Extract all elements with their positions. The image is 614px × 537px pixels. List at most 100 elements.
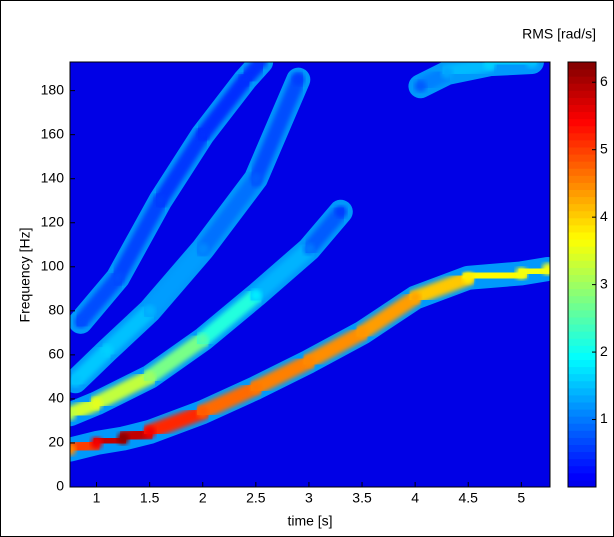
colorbar-cell bbox=[568, 125, 596, 134]
colorbar-cell bbox=[568, 168, 596, 176]
y-axis-label: Frequency [Hz] bbox=[17, 228, 33, 323]
colorbar-tick-label: 2 bbox=[600, 343, 608, 359]
y-tick-label: 80 bbox=[48, 302, 64, 318]
y-tick-label: 0 bbox=[56, 478, 64, 494]
colorbar-cell bbox=[568, 232, 596, 240]
y-tick-label: 120 bbox=[41, 213, 65, 229]
colorbar-cell bbox=[568, 90, 596, 98]
ridge-point bbox=[515, 267, 528, 280]
ridge-segment bbox=[195, 380, 264, 420]
colorbar-cell bbox=[568, 118, 596, 127]
colorbar-tick-label: 4 bbox=[600, 208, 608, 224]
colorbar-tick-label: 6 bbox=[600, 73, 608, 89]
ridge-point bbox=[90, 436, 103, 449]
colorbar-cell bbox=[568, 76, 596, 84]
ridge-segment bbox=[195, 171, 264, 257]
ridge-point bbox=[356, 326, 369, 339]
ridge-point bbox=[111, 271, 124, 284]
contour-layer bbox=[70, 62, 550, 462]
ridge-point bbox=[249, 289, 262, 302]
colorbar-cell bbox=[568, 345, 596, 353]
colorbar-cell bbox=[568, 472, 596, 481]
ridge-point bbox=[117, 432, 130, 445]
ridge-point bbox=[143, 370, 156, 383]
colorbar-border bbox=[567, 61, 597, 488]
ridge-point bbox=[90, 397, 103, 410]
ridge-point bbox=[196, 333, 209, 346]
y-tick-label: 140 bbox=[41, 169, 65, 185]
colorbar-cell bbox=[568, 253, 596, 261]
x-tick-label: 3.5 bbox=[352, 490, 372, 506]
plot-border bbox=[69, 61, 551, 488]
colorbar-cell bbox=[568, 458, 596, 467]
y-tick-label: 100 bbox=[41, 257, 65, 273]
ridge-point bbox=[196, 128, 209, 141]
colorbar-cell bbox=[568, 210, 596, 219]
ridge-point bbox=[249, 172, 262, 185]
colorbar-cell bbox=[568, 359, 596, 368]
ridge-point bbox=[525, 62, 538, 68]
x-tick-label: 4.5 bbox=[458, 490, 478, 506]
ridge-segment bbox=[407, 270, 476, 306]
colorbar-tick-label: 5 bbox=[600, 140, 608, 156]
colorbar-cell bbox=[568, 295, 596, 304]
colorbar-cell bbox=[568, 274, 596, 283]
colorbar-cell bbox=[568, 260, 596, 268]
colorbar-cell bbox=[568, 309, 596, 318]
ridge-point bbox=[255, 62, 268, 68]
colorbar-cell bbox=[568, 423, 596, 431]
colorbar-cell bbox=[568, 62, 596, 70]
colorbar-cell bbox=[568, 182, 596, 190]
ridge-point bbox=[249, 381, 262, 394]
colorbar-cell bbox=[568, 161, 596, 169]
ridge-segment bbox=[248, 72, 306, 187]
ridge-point bbox=[239, 73, 252, 86]
x-tick-label: 1 bbox=[93, 490, 101, 506]
colorbar-cell bbox=[568, 430, 596, 438]
ridge-point bbox=[409, 291, 422, 304]
colorbar-cell bbox=[568, 196, 596, 205]
colorbar-cell bbox=[568, 331, 596, 339]
colorbar-cell bbox=[568, 203, 596, 212]
ridge-point bbox=[483, 62, 496, 71]
ridge-segment bbox=[142, 331, 211, 385]
colorbar-cell bbox=[568, 338, 596, 346]
colorbar-cell bbox=[568, 324, 596, 332]
colorbar-tick-label: 1 bbox=[600, 410, 608, 426]
ridge-point bbox=[334, 205, 347, 218]
ridge-point bbox=[440, 67, 453, 80]
ridge-point bbox=[292, 73, 305, 86]
x-tick-label: 1.5 bbox=[140, 490, 160, 506]
ridge-point bbox=[302, 243, 315, 256]
colorbar-cell bbox=[568, 217, 596, 226]
x-tick-label: 2 bbox=[199, 490, 207, 506]
colorbar-cell bbox=[568, 281, 596, 290]
colorbar-cell bbox=[568, 451, 596, 460]
x-axis-label: time [s] bbox=[287, 513, 332, 529]
colorbar-cell bbox=[568, 302, 596, 311]
y-tick-label: 20 bbox=[48, 434, 64, 450]
ridge-point bbox=[70, 375, 82, 388]
ridge-segment bbox=[195, 287, 264, 347]
colorbar-cell bbox=[568, 97, 596, 105]
colorbar-cell bbox=[568, 104, 596, 113]
x-tick-label: 2.5 bbox=[246, 490, 266, 506]
colorbar-label: RMS [rad/s] bbox=[522, 26, 596, 42]
ridge-segment bbox=[89, 369, 158, 411]
colorbar-cell bbox=[568, 352, 596, 360]
ridge-segment bbox=[248, 241, 317, 303]
ridge-point bbox=[74, 315, 87, 328]
ridge-segment bbox=[248, 353, 317, 396]
y-tick-label: 180 bbox=[41, 81, 65, 97]
colorbar-cell bbox=[568, 465, 596, 474]
ridge-segment bbox=[99, 303, 158, 358]
ridge-segment bbox=[301, 325, 370, 369]
colorbar-cell bbox=[568, 444, 596, 453]
colorbar-cell bbox=[568, 317, 596, 325]
x-tick-label: 5 bbox=[517, 490, 525, 506]
colorbar-cell bbox=[568, 189, 596, 198]
y-tick-label: 60 bbox=[48, 346, 64, 362]
ridge-segment bbox=[460, 265, 529, 286]
y-tick-label: 160 bbox=[41, 125, 65, 141]
